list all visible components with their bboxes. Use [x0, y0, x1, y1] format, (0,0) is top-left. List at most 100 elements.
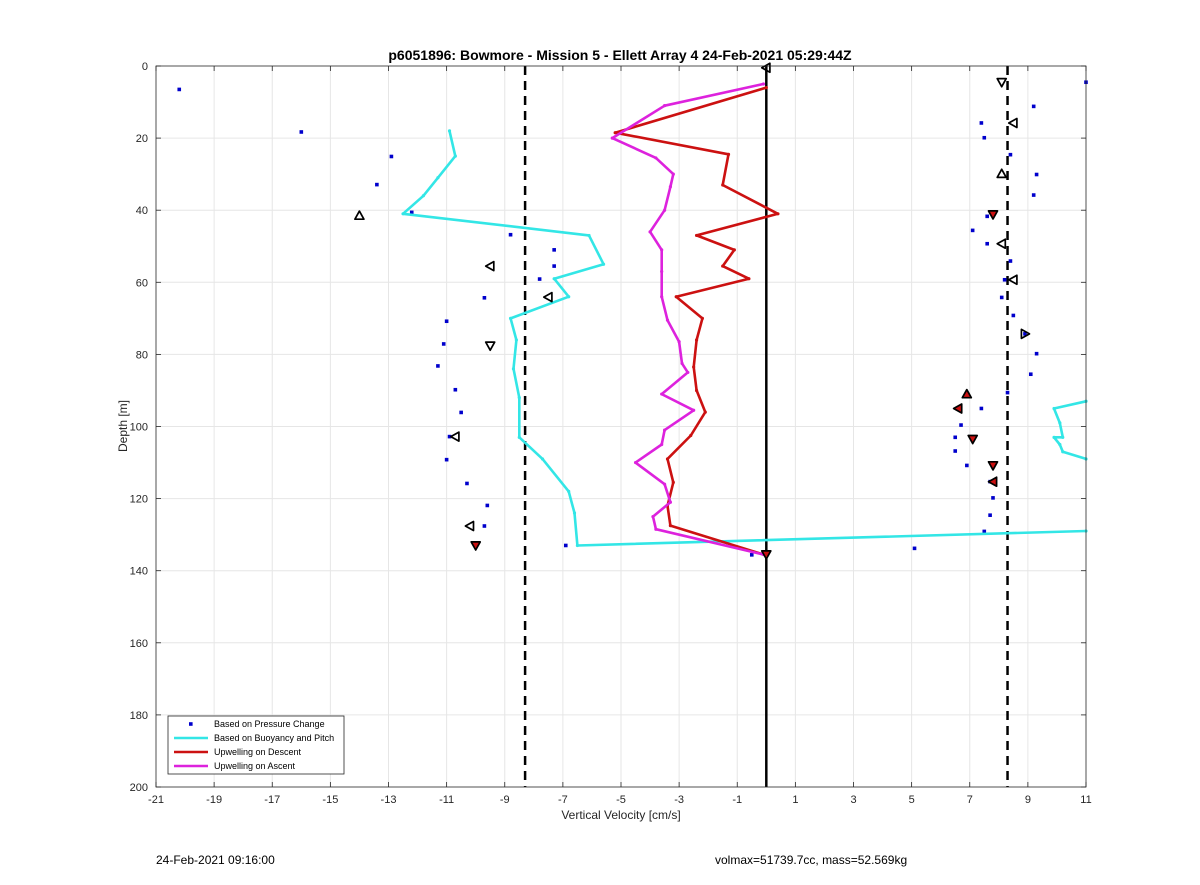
series-vertex — [660, 442, 664, 447]
pressure-point — [552, 264, 556, 268]
pressure-point — [749, 553, 754, 557]
open-triangle-marker — [1007, 274, 1018, 286]
pressure-point — [447, 434, 452, 439]
series-vertex — [665, 457, 670, 461]
series-vertex — [421, 194, 425, 198]
pressure-point — [953, 449, 958, 453]
pressure-point — [982, 135, 987, 140]
pressure-point — [1034, 172, 1039, 177]
series-vertex — [671, 172, 675, 176]
x-tick-label: 1 — [792, 794, 798, 806]
pressure-point — [965, 463, 969, 468]
pressure-point — [982, 529, 987, 534]
series-vertex — [447, 129, 452, 133]
series-vertex — [1052, 406, 1056, 411]
series-vertex — [686, 370, 690, 375]
pressure-point — [1031, 193, 1036, 197]
footer-info: volmax=51739.7cc, mass=52.569kg — [715, 853, 908, 867]
series-vertex — [776, 212, 780, 216]
series-vertex — [732, 248, 736, 252]
pressure-point — [979, 406, 984, 411]
filled-triangle-marker — [987, 210, 999, 220]
pressure-point — [1002, 277, 1007, 282]
series-vertex — [651, 515, 655, 519]
series-vertex — [613, 131, 617, 135]
series-vertex — [401, 212, 405, 216]
filled-triangle-marker — [987, 476, 998, 488]
pressure-point — [436, 364, 440, 368]
open-triangle-marker — [354, 210, 365, 221]
legend-entry: Upwelling on Ascent — [214, 761, 296, 771]
pressure-point — [985, 241, 989, 246]
series-vertex — [517, 435, 521, 439]
pressure-point — [441, 342, 446, 346]
series-vertex — [668, 500, 673, 504]
legend: Based on Pressure Change Based on Buoyanc… — [167, 715, 345, 775]
pressure-point — [299, 130, 304, 134]
series-vertex — [674, 295, 678, 299]
x-tick-label: 11 — [1080, 794, 1091, 806]
series-vertex — [1061, 450, 1065, 454]
x-tick-label: -17 — [264, 794, 280, 806]
pressure-point — [999, 295, 1004, 300]
series-vertex — [662, 482, 667, 486]
pressure-point — [979, 121, 984, 125]
series-vertex — [567, 489, 571, 493]
series-vertex — [453, 154, 457, 158]
pressure-point — [485, 503, 490, 508]
series-vertex — [703, 410, 707, 414]
pressure-point — [453, 387, 458, 392]
y-axis-label: Depth [m] — [116, 400, 130, 452]
chart-title: p6051896: Bowmore - Mission 5 - Ellett A… — [388, 47, 852, 63]
y-tick-label: 20 — [136, 133, 148, 145]
y-tick-label: 180 — [130, 710, 148, 722]
pressure-point — [375, 182, 379, 187]
reference-lines — [523, 66, 1009, 787]
filled-triangle-marker — [952, 403, 963, 414]
y-tick-labels: 0 20 40 60 80 100 120 140 160 180 200 — [130, 61, 1086, 794]
x-tick-label: -3 — [674, 794, 684, 806]
pressure-point — [912, 546, 917, 551]
x-tick-label: 9 — [1025, 794, 1031, 806]
y-tick-label: 60 — [136, 277, 148, 289]
series-vertex — [660, 269, 664, 274]
series-vertex — [575, 543, 580, 548]
series-vertex — [761, 82, 766, 86]
series-vertex — [511, 367, 516, 371]
series-vertex — [671, 480, 675, 484]
open-triangle-marker — [449, 431, 460, 442]
series-vertex — [694, 388, 699, 393]
pressure-point — [988, 513, 992, 517]
filled-triangle-marker — [470, 541, 482, 551]
pressure-point — [1005, 390, 1010, 395]
legend-entry: Based on Pressure Change — [214, 719, 325, 729]
series-vertex — [436, 176, 440, 180]
pressure-point — [1034, 351, 1039, 356]
series-vertex — [660, 248, 664, 252]
x-tick-label: 3 — [850, 794, 856, 806]
pressure-point — [482, 296, 487, 300]
series-vertex — [540, 457, 545, 461]
pressure-point — [563, 543, 568, 548]
y-tick-label: 120 — [130, 494, 148, 506]
filled-triangle-marker — [760, 550, 772, 560]
series-vertex — [689, 433, 693, 438]
filled-triangle-marker — [987, 460, 999, 471]
pressure-point — [1008, 259, 1013, 263]
x-tick-label: 5 — [909, 794, 915, 806]
series-vertex — [1058, 442, 1062, 447]
series-vertex — [654, 156, 658, 160]
pressure-point — [953, 435, 958, 440]
series-vertex — [517, 396, 521, 400]
x-tick-label: -13 — [381, 794, 397, 806]
pressure-point — [508, 232, 513, 237]
open-triangle-marker — [996, 238, 1007, 250]
open-triangle-marker — [1007, 117, 1018, 129]
pressure-point — [482, 524, 487, 528]
series-vertex — [662, 208, 667, 212]
legend-box — [167, 715, 345, 775]
pressure-point — [459, 410, 463, 415]
open-triangle-marker — [1020, 328, 1031, 340]
x-tick-labels: -21 -19 -17 -15 -13 -11 -9 -7 -5 -3 -1 1 3 5 7 9 11 — [148, 66, 1092, 806]
